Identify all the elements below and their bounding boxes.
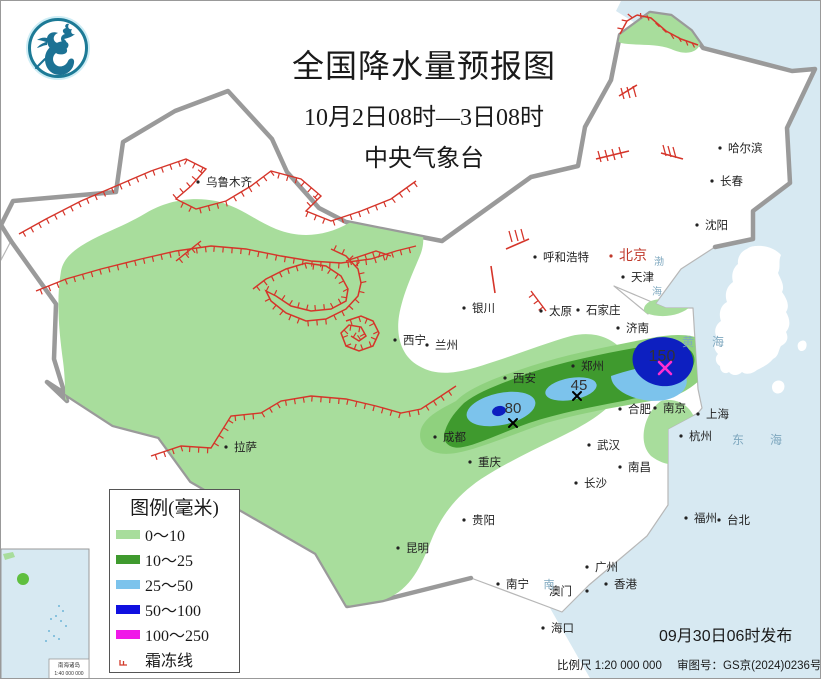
svg-text:黄: 黄 (682, 335, 694, 349)
svg-text:南海诸岛: 南海诸岛 (58, 661, 81, 669)
svg-text:南宁: 南宁 (506, 577, 529, 591)
svg-text:昆明: 昆明 (406, 542, 429, 555)
svg-text:09月30日06时发布: 09月30日06时发布 (659, 627, 792, 645)
svg-text:审图号：GS京(2024)0236号: 审图号：GS京(2024)0236号 (677, 658, 821, 672)
svg-text:杭州: 杭州 (689, 429, 712, 443)
svg-text:哈尔滨: 哈尔滨 (728, 141, 763, 155)
svg-text:西宁: 西宁 (403, 333, 426, 347)
svg-text:合肥: 合肥 (628, 402, 651, 416)
svg-text:渤: 渤 (654, 255, 664, 268)
svg-text:东: 东 (732, 433, 744, 447)
svg-text:郑州: 郑州 (581, 359, 604, 373)
svg-text:济南: 济南 (626, 321, 649, 335)
svg-text:太原: 太原 (549, 305, 572, 318)
svg-text:贵阳: 贵阳 (472, 514, 495, 527)
svg-text:广州: 广州 (595, 561, 618, 574)
svg-text:长沙: 长沙 (584, 477, 607, 490)
svg-text:兰州: 兰州 (435, 339, 458, 352)
svg-text:呼和浩特: 呼和浩特 (543, 250, 589, 264)
svg-text:1:40 000 000: 1:40 000 000 (54, 671, 83, 677)
svg-text:天津: 天津 (631, 271, 654, 284)
svg-text:拉萨: 拉萨 (234, 440, 257, 454)
svg-text:北京: 北京 (619, 247, 647, 263)
svg-text:银川: 银川 (472, 301, 495, 315)
svg-text:福州: 福州 (694, 511, 717, 525)
svg-text:重庆: 重庆 (478, 455, 501, 469)
svg-text:80: 80 (505, 400, 522, 417)
svg-text:南: 南 (544, 578, 555, 591)
svg-text:海口: 海口 (551, 621, 574, 635)
svg-text:海: 海 (712, 334, 724, 349)
svg-text:南京: 南京 (663, 401, 686, 415)
svg-text:上海: 上海 (706, 407, 729, 421)
svg-text:海: 海 (652, 285, 662, 298)
svg-text:长春: 长春 (720, 175, 743, 188)
svg-text:武汉: 武汉 (597, 439, 620, 452)
svg-text:台北: 台北 (727, 513, 750, 527)
svg-text:海: 海 (770, 432, 782, 447)
svg-text:香港: 香港 (614, 578, 637, 591)
svg-text:西安: 西安 (513, 371, 536, 385)
svg-text:石家庄: 石家庄 (586, 303, 621, 317)
svg-text:乌鲁木齐: 乌鲁木齐 (206, 175, 252, 189)
svg-text:比例尺 1:20 000 000: 比例尺 1:20 000 000 (557, 658, 662, 672)
svg-text:南昌: 南昌 (628, 460, 651, 474)
svg-text:成都: 成都 (443, 431, 466, 444)
svg-text:沈阳: 沈阳 (705, 218, 728, 232)
